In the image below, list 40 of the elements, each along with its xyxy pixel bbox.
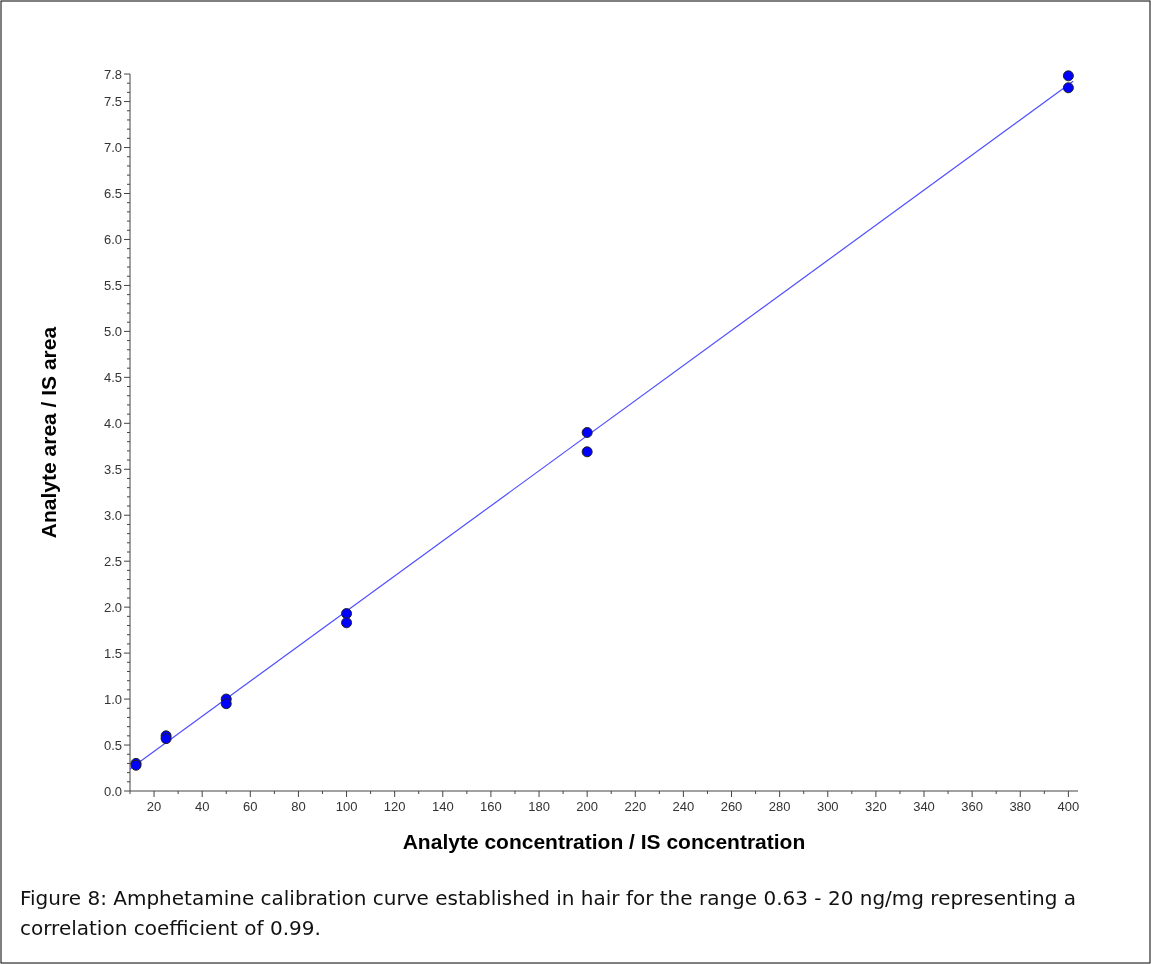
y-tick-label: 5.5 [103, 277, 122, 293]
x-tick-label: 20 [146, 799, 162, 814]
x-tick-label: 400 [1057, 799, 1080, 814]
x-tick-label: 320 [865, 799, 887, 814]
y-tick-label: 6.0 [103, 232, 122, 248]
x-tick-label: 280 [768, 799, 791, 814]
y-tick-label: 3.5 [103, 461, 122, 477]
y-tick-label: 3.0 [103, 507, 122, 523]
x-tick-label: 60 [243, 799, 258, 814]
x-tick-label: 360 [961, 799, 983, 814]
x-tick-label: 40 [194, 799, 210, 814]
y-tick-label: 1.0 [103, 691, 122, 707]
y-tick-label: 7.5 [103, 94, 122, 110]
y-tick-label: 6.5 [103, 186, 122, 202]
y-tick-label: 4.0 [103, 415, 122, 431]
x-tick-label: 80 [291, 799, 306, 814]
y-axis-title: Analyte area / IS area [37, 326, 60, 539]
y-tick-label: 2.5 [103, 553, 122, 569]
x-tick-label: 180 [528, 799, 550, 814]
x-tick-label: 140 [431, 799, 454, 814]
y-tick-label: 2.0 [103, 599, 122, 615]
x-tick-label: 240 [672, 799, 695, 814]
x-tick-label: 100 [335, 799, 358, 814]
y-tick-label: 7.0 [103, 140, 122, 156]
x-tick-label: 380 [1009, 799, 1032, 814]
x-tick-label: 200 [576, 799, 599, 814]
y-tick-label: 5.0 [103, 323, 122, 339]
x-tick-label: 120 [383, 799, 406, 814]
y-tick-label: 4.5 [103, 369, 122, 385]
x-tick-label: 220 [624, 799, 647, 814]
caption: Figure 8: Amphetamine calibration curve established in hair for the range 0.63 - 20 ng/mg representing a correlation coefficient of 0.99. [20, 886, 1077, 940]
y-tick-label: 0.0 [103, 783, 122, 799]
y-tick-label: 1.5 [103, 645, 122, 661]
y-tick-label: 7.8 [103, 66, 122, 82]
x-axis-title: Analyte concentration / IS concentration [402, 830, 806, 853]
x-tick-label: 340 [913, 799, 935, 814]
x-tick-label: 300 [816, 799, 839, 814]
x-tick-label: 260 [720, 799, 743, 814]
y-tick-label: 0.5 [103, 737, 122, 753]
x-tick-label: 160 [480, 799, 502, 814]
